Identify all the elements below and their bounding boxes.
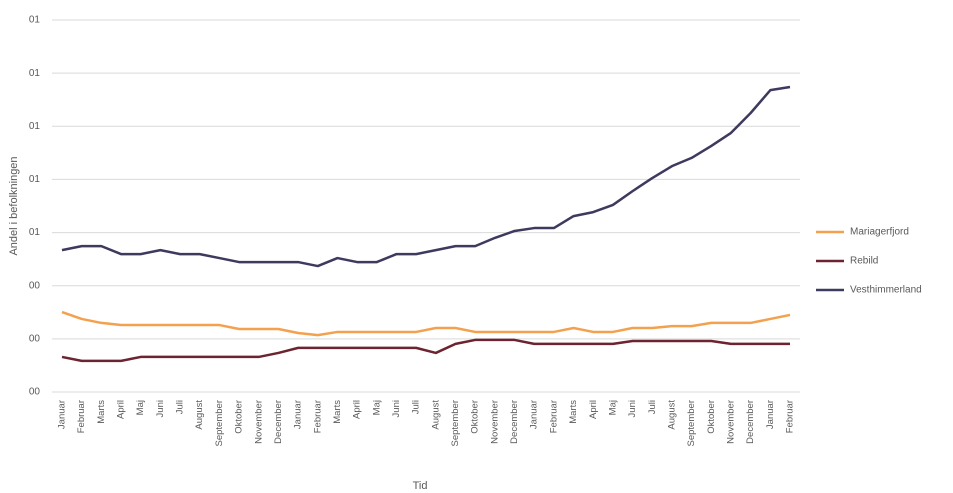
- x-tick-label: Maj: [607, 400, 618, 415]
- x-tick-label: September: [214, 400, 225, 446]
- x-tick-label: Juni: [155, 400, 166, 417]
- y-tick-label: 00: [29, 280, 41, 291]
- y-axis-label: Andel i befolkningen: [8, 156, 20, 255]
- series-line: [61, 85, 791, 268]
- x-tick-label: August: [194, 400, 205, 430]
- x-tick-label: September: [686, 400, 697, 446]
- x-tick-label: April: [352, 400, 363, 419]
- x-tick-label: April: [116, 400, 127, 419]
- y-tick-label: 01: [29, 174, 41, 185]
- x-tick-label: Januar: [293, 400, 304, 429]
- y-tick-label: 00: [29, 387, 41, 398]
- x-tick-label: November: [253, 400, 264, 444]
- x-tick-label: Marts: [332, 400, 343, 424]
- x-tick-label: Januar: [529, 400, 540, 429]
- x-tick-label: Februar: [76, 400, 87, 433]
- x-tick-label: Oktober: [470, 400, 481, 434]
- legend-label: Rebild: [850, 256, 878, 267]
- x-tick-label: Juni: [391, 400, 402, 417]
- x-tick-label: September: [450, 400, 461, 446]
- series-line: [61, 338, 790, 363]
- x-tick-label: December: [509, 400, 520, 444]
- x-tick-label: Marts: [568, 400, 579, 424]
- x-tick-label: Februar: [548, 400, 559, 433]
- x-tick-label: November: [725, 400, 736, 444]
- x-tick-label: Maj: [135, 400, 146, 415]
- x-tick-label: Februar: [785, 400, 796, 433]
- x-tick-label: November: [489, 400, 500, 444]
- x-tick-label: Juli: [175, 400, 186, 414]
- x-tick-label: April: [588, 400, 599, 419]
- y-tick-label: 01: [29, 68, 41, 79]
- y-tick-label: 01: [29, 227, 41, 238]
- x-tick-label: Oktober: [706, 400, 717, 434]
- series-line: [61, 310, 791, 337]
- legend-label: Vesthimmerland: [850, 285, 922, 296]
- x-axis-label: Tid: [413, 480, 428, 492]
- legend-label: Mariagerfjord: [850, 227, 909, 238]
- x-tick-label: Maj: [371, 400, 382, 415]
- x-tick-label: August: [430, 400, 441, 430]
- x-tick-label: Juli: [647, 400, 658, 414]
- x-tick-label: Marts: [96, 400, 107, 424]
- x-tick-label: December: [745, 400, 756, 444]
- y-tick-label: 01: [29, 121, 41, 132]
- x-tick-label: Februar: [312, 400, 323, 433]
- x-tick-label: Januar: [57, 400, 68, 429]
- x-tick-label: Oktober: [234, 400, 245, 434]
- x-tick-label: Juni: [627, 400, 638, 417]
- x-tick-label: December: [273, 400, 284, 444]
- y-tick-label: 00: [29, 333, 41, 344]
- x-tick-label: August: [666, 400, 677, 430]
- x-tick-label: Januar: [765, 400, 776, 429]
- x-tick-label: Juli: [411, 400, 422, 414]
- y-tick-label: 01: [29, 15, 41, 26]
